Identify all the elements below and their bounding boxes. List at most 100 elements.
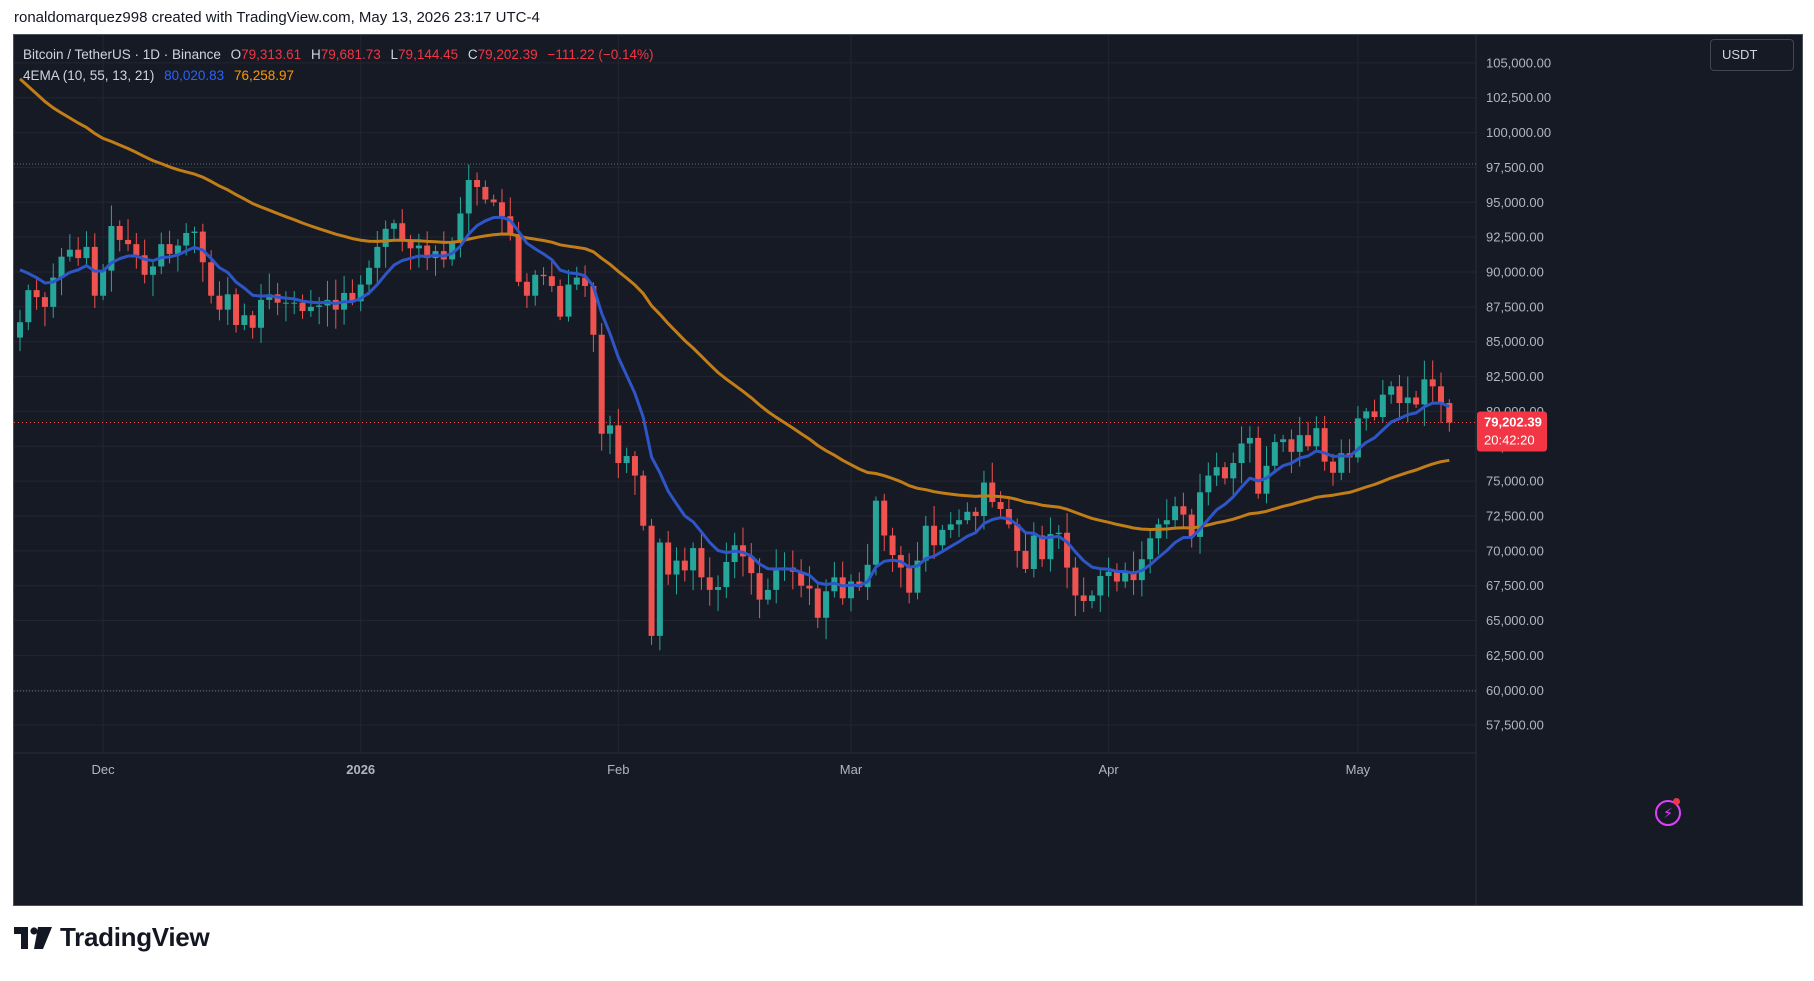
candle-up[interactable] (723, 561, 730, 588)
candle-down[interactable] (1255, 437, 1262, 494)
candle-down[interactable] (906, 567, 913, 593)
candle-down[interactable] (1014, 524, 1021, 551)
candle-down[interactable] (615, 425, 622, 464)
candle-down[interactable] (889, 535, 896, 556)
candle-up[interactable] (956, 520, 963, 525)
candlestick-chart[interactable]: 105,000.00 102,500.00 100,000.00 97,500.00 9… (14, 35, 1803, 906)
candle-down[interactable] (133, 244, 140, 256)
candle-up[interactable] (1055, 532, 1062, 535)
candle-up[interactable] (382, 228, 389, 247)
candle-up[interactable] (66, 249, 73, 257)
candle-up[interactable] (374, 246, 381, 268)
currency-button[interactable]: USDT (1710, 39, 1794, 71)
candle-down[interactable] (582, 277, 589, 286)
lightning-icon[interactable]: ⚡ (1655, 800, 1681, 826)
candle-up[interactable] (690, 548, 697, 571)
candle-down[interactable] (1072, 567, 1079, 596)
candle-up[interactable] (1030, 535, 1037, 569)
candle-down[interactable] (931, 525, 938, 546)
candle-down[interactable] (1305, 435, 1312, 447)
candle-up[interactable] (366, 267, 373, 285)
candle-up[interactable] (764, 589, 771, 600)
candle-up[interactable] (914, 560, 921, 593)
candle-down[interactable] (1113, 571, 1120, 582)
tradingview-brand[interactable]: TradingView (14, 922, 210, 953)
candle-up[interactable] (282, 302, 289, 304)
candle-down[interactable] (806, 585, 813, 589)
candle-up[interactable] (1047, 534, 1054, 560)
candle-down[interactable] (548, 276, 555, 286)
candle-up[interactable] (183, 232, 190, 246)
candle-down[interactable] (1371, 411, 1378, 418)
candle-up[interactable] (1238, 443, 1245, 464)
legend-symbol[interactable]: Bitcoin / TetherUS · 1D · Binance (23, 47, 221, 62)
candle-down[interactable] (1429, 379, 1436, 387)
candle-up[interactable] (1197, 492, 1204, 537)
candle-up[interactable] (1213, 467, 1220, 476)
candle-up[interactable] (947, 524, 954, 530)
candle-down[interactable] (41, 297, 48, 307)
candle-up[interactable] (1097, 575, 1104, 596)
candle-up[interactable] (1230, 463, 1237, 479)
candle-up[interactable] (773, 570, 780, 590)
candle-up[interactable] (257, 299, 264, 328)
candle-down[interactable] (1321, 428, 1328, 462)
candle-down[interactable] (33, 290, 40, 298)
candle-up[interactable] (191, 231, 198, 233)
candle-down[interactable] (399, 223, 406, 240)
ema-slow-line[interactable] (18, 77, 1450, 531)
candle-down[interactable] (798, 571, 805, 586)
candle-down[interactable] (1329, 461, 1336, 473)
candle-up[interactable] (1088, 595, 1095, 602)
candle-down[interactable] (989, 482, 996, 503)
candle-down[interactable] (1080, 595, 1087, 602)
candle-up[interactable] (316, 305, 323, 307)
candle-down[interactable] (598, 334, 605, 434)
candle-down[interactable] (648, 525, 655, 636)
candle-down[interactable] (814, 588, 821, 618)
candle-down[interactable] (1396, 386, 1403, 404)
candle-down[interactable] (590, 285, 597, 335)
candle-down[interactable] (216, 295, 223, 310)
candle-up[interactable] (872, 500, 879, 565)
candle-up[interactable] (390, 223, 397, 229)
candle-down[interactable] (1022, 550, 1029, 569)
candle-up[interactable] (1172, 506, 1179, 521)
candle-up[interactable] (964, 511, 971, 521)
candle-down[interactable] (482, 186, 489, 200)
candle-up[interactable] (1296, 435, 1303, 452)
candle-down[interactable] (681, 560, 688, 571)
candle-down[interactable] (1446, 403, 1453, 423)
candle-up[interactable] (656, 542, 663, 636)
candle-up[interactable] (83, 246, 90, 259)
candle-up[interactable] (357, 284, 364, 302)
candle-up[interactable] (415, 245, 422, 249)
candle-down[interactable] (1413, 397, 1420, 405)
candle-up[interactable] (291, 302, 298, 304)
candle-up[interactable] (307, 306, 314, 312)
candle-down[interactable] (748, 556, 755, 574)
candle-up[interactable] (864, 564, 871, 588)
candle-up[interactable] (241, 315, 248, 325)
candle-down[interactable] (1130, 571, 1137, 581)
candle-up[interactable] (1313, 428, 1320, 447)
candle-up[interactable] (1379, 394, 1386, 418)
candle-down[interactable] (349, 292, 356, 302)
candle-up[interactable] (457, 213, 464, 242)
candle-down[interactable] (1188, 514, 1195, 537)
candle-up[interactable] (465, 179, 472, 214)
candle-up[interactable] (1404, 397, 1411, 404)
candle-up[interactable] (1246, 437, 1253, 444)
candle-down[interactable] (407, 239, 414, 249)
candle-down[interactable] (665, 542, 672, 575)
candle-up[interactable] (1105, 571, 1112, 576)
candle-up[interactable] (1147, 538, 1154, 560)
candle-up[interactable] (980, 482, 987, 516)
candle-up[interactable] (607, 425, 614, 434)
candle-down[interactable] (557, 285, 564, 317)
candle-down[interactable] (249, 315, 256, 328)
candle-down[interactable] (507, 216, 514, 235)
candle-down[interactable] (1039, 535, 1046, 560)
candle-down[interactable] (631, 456, 638, 476)
candle-down[interactable] (141, 255, 148, 275)
